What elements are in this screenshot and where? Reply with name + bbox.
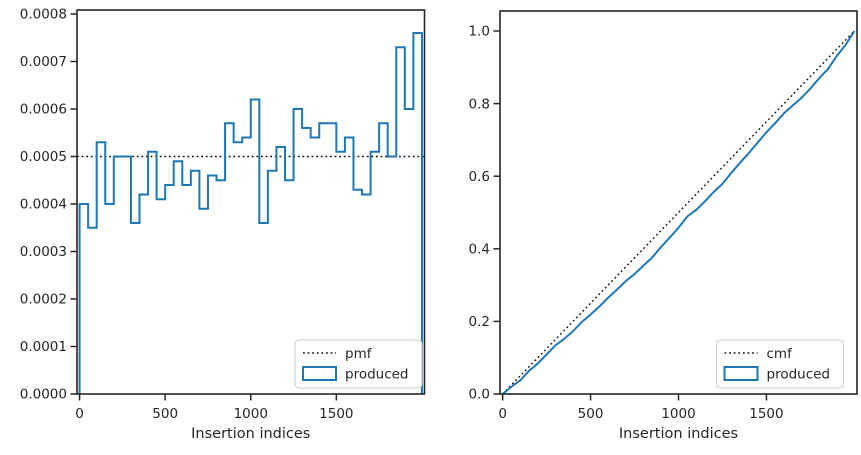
subplot-pmf: 0 500 1000 1500 0.0000 0.0001 0.0002 0.0003 0.00… — [20, 7, 426, 422]
y-tick-label: 0.0008 — [20, 7, 67, 23]
y-tick-label: 1.0 — [469, 24, 490, 40]
xlabel-right: Insertion indices — [619, 426, 738, 442]
y-tick-label: 0.0 — [469, 387, 490, 403]
produced-line — [502, 30, 856, 395]
x-tick-label: 1500 — [749, 406, 783, 422]
y-tick-label: 0.2 — [469, 314, 490, 330]
legend-label: cmf — [767, 346, 794, 362]
x-tick-label: 500 — [152, 406, 178, 422]
y-tick-label: 0.0007 — [20, 54, 67, 70]
x-tick-label: 1000 — [661, 406, 695, 422]
y-tick-label: 0.6 — [469, 169, 490, 185]
xlabel-left: Insertion indices — [191, 426, 310, 442]
legend-rect-sample — [302, 366, 337, 381]
x-tick-label: 1000 — [234, 406, 268, 422]
legend-label: pmf — [345, 346, 373, 362]
legend-label: produced — [345, 366, 409, 382]
y-tick-label: 0.0006 — [20, 102, 67, 118]
y-tick-label: 0.0005 — [20, 149, 67, 165]
cmf-dotted-line — [502, 30, 855, 395]
x-tick-label: 0 — [498, 406, 507, 422]
y-tick-label: 0.8 — [469, 96, 490, 112]
y-tick-label: 0.0000 — [20, 387, 67, 403]
axes-frame — [76, 9, 426, 395]
y-tick-label: 0.4 — [469, 242, 490, 258]
x-tick-label: 1500 — [319, 406, 353, 422]
x-tick-label: 0 — [75, 406, 84, 422]
subplot-cmf: 0 500 1000 1500 0.0 0.2 0.4 0.6 0.8 1.0 cmf produce… — [469, 10, 858, 422]
legend-rect-sample — [723, 366, 759, 381]
y-tick-label: 0.0004 — [20, 197, 67, 213]
y-tick-label: 0.0001 — [20, 339, 67, 355]
axes-frame — [499, 10, 858, 395]
legend-label: produced — [767, 366, 831, 382]
y-tick-label: 0.0002 — [20, 292, 67, 308]
x-tick-label: 500 — [578, 406, 604, 422]
y-tick-label: 0.0003 — [20, 244, 67, 260]
produced-line — [78, 32, 423, 394]
